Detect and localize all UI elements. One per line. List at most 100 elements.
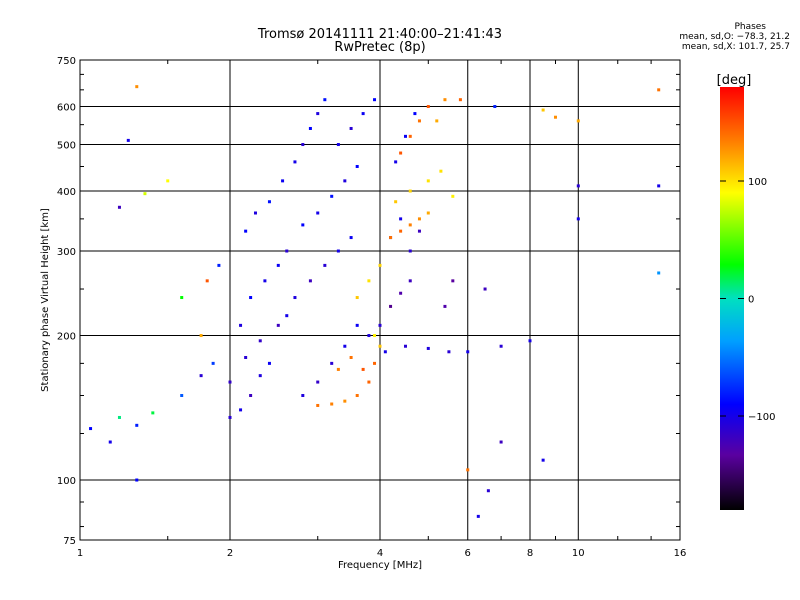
data-point — [443, 98, 447, 102]
data-point — [466, 350, 470, 354]
data-point — [316, 380, 320, 384]
data-point — [373, 334, 377, 338]
data-point — [258, 339, 262, 343]
data-point — [166, 179, 170, 183]
data-point — [285, 314, 289, 318]
phase-stats: Phases mean, sd,O: −78.3, 21.2 mean, sd,… — [600, 22, 790, 52]
data-point — [378, 344, 382, 348]
data-point — [399, 217, 403, 221]
data-point — [217, 263, 221, 267]
data-point — [367, 334, 371, 338]
data-point — [373, 361, 377, 365]
data-point — [403, 134, 407, 138]
data-point — [426, 346, 430, 350]
data-point — [180, 394, 184, 398]
colorbar-tick-label: −100 — [748, 412, 775, 423]
data-point — [349, 236, 353, 240]
data-point — [135, 478, 139, 482]
data-point — [483, 287, 487, 291]
colorbar-tick-label: 100 — [748, 177, 767, 188]
data-point — [336, 249, 340, 253]
data-point — [378, 323, 382, 327]
data-point — [253, 211, 257, 215]
data-point — [343, 344, 347, 348]
data-point — [117, 205, 121, 209]
data-point — [135, 85, 139, 89]
data-point — [249, 394, 253, 398]
data-point — [417, 217, 421, 221]
colorbar-label: [deg] — [717, 73, 752, 88]
data-point — [117, 415, 121, 419]
data-point — [466, 468, 470, 472]
data-point — [355, 164, 359, 168]
data-point — [199, 334, 203, 338]
data-point — [244, 229, 248, 233]
data-point — [413, 112, 417, 116]
x-tick-label: 6 — [465, 548, 471, 559]
data-point — [451, 194, 455, 198]
data-point — [389, 236, 393, 240]
data-points — [89, 85, 661, 518]
y-axis-label: Stationary phase Virtual Height [km] — [40, 208, 51, 392]
data-point — [408, 279, 412, 283]
data-point — [330, 402, 334, 406]
data-point — [308, 126, 312, 130]
data-point — [399, 151, 403, 155]
data-point — [439, 169, 443, 173]
data-point — [199, 374, 203, 378]
data-point — [276, 263, 280, 267]
data-point — [499, 344, 503, 348]
data-point — [355, 296, 359, 300]
data-point — [228, 415, 232, 419]
data-point — [316, 211, 320, 215]
data-point — [355, 394, 359, 398]
data-point — [361, 112, 365, 116]
data-point — [394, 200, 398, 204]
data-point — [486, 489, 490, 493]
data-point — [451, 279, 455, 283]
data-point — [135, 423, 139, 427]
data-point — [126, 138, 130, 142]
data-point — [244, 355, 248, 359]
phase-stats-heading: Phases — [734, 22, 766, 32]
data-point — [576, 184, 580, 188]
data-point — [301, 394, 305, 398]
data-point — [458, 98, 462, 102]
x-tick-label: 1 — [77, 548, 83, 559]
data-point — [293, 296, 297, 300]
phase-stats-o-mode: mean, sd,O: −78.3, 21.2 — [679, 32, 790, 42]
y-tick-label: 600 — [57, 103, 76, 114]
data-point — [267, 200, 271, 204]
data-point — [476, 514, 480, 518]
data-point — [426, 105, 430, 109]
data-point — [528, 339, 532, 343]
data-point — [323, 98, 327, 102]
data-point — [399, 291, 403, 295]
chart-title: Tromsø 20141111 21:40:00–21:41:43 — [257, 27, 503, 42]
data-point — [367, 279, 371, 283]
chart-subtitle: RwPretec (8p) — [334, 40, 426, 55]
data-point — [355, 323, 359, 327]
data-point — [378, 263, 382, 267]
data-point — [211, 361, 215, 365]
data-point — [349, 126, 353, 130]
data-point — [383, 350, 387, 354]
data-point — [330, 361, 334, 365]
plot-frame — [79, 59, 681, 541]
data-point — [553, 115, 557, 119]
y-tick-label: 750 — [57, 56, 76, 67]
data-point — [426, 211, 430, 215]
data-point — [576, 119, 580, 123]
data-point — [276, 323, 280, 327]
data-point — [541, 108, 545, 112]
y-tick-label: 500 — [57, 141, 76, 152]
data-point — [293, 160, 297, 164]
data-point — [330, 194, 334, 198]
data-point — [403, 344, 407, 348]
data-point — [493, 105, 497, 109]
data-point — [657, 271, 661, 275]
data-point — [267, 361, 271, 365]
data-point — [336, 367, 340, 371]
y-tick-label: 400 — [57, 187, 76, 198]
